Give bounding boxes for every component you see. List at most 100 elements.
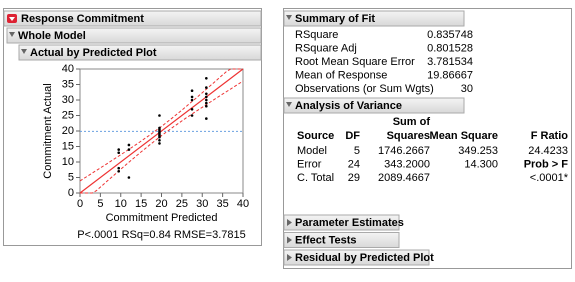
collapsed-title: Residual by Predicted Plot [295, 252, 434, 264]
fit-label: Observations (or Sum Wgts) [295, 83, 434, 95]
disclosure[interactable] [286, 102, 292, 107]
y-tick-label: 35 [62, 78, 74, 90]
fit-label: RSquare Adj [295, 42, 357, 54]
disclosure[interactable] [287, 236, 292, 244]
anova-cell: 24.4233 [528, 145, 568, 157]
fit-line [79, 68, 244, 194]
y-tick-label: 25 [62, 109, 74, 121]
point [190, 98, 194, 102]
point [205, 95, 208, 99]
subsection-bar [18, 44, 262, 61]
point [158, 126, 161, 130]
collapsed-bar[interactable] [283, 232, 400, 248]
anova-cell: 2089.4667 [378, 172, 430, 184]
point [127, 176, 131, 179]
anova-cell: 343.2000 [384, 158, 430, 170]
point [117, 151, 121, 154]
anova-header: Squares [387, 130, 430, 142]
collapsed-title: Effect Tests [295, 234, 357, 246]
point [127, 143, 131, 147]
disclosure[interactable] [287, 219, 292, 226]
fit-label: Mean of Response [295, 69, 387, 81]
collapsed-title: Parameter Estimates [295, 217, 404, 229]
y-tick-label: 40 [62, 63, 74, 75]
section-bar [6, 27, 262, 44]
y-tick-label: 20 [62, 125, 74, 137]
y-tick-label: 15 [62, 140, 74, 152]
point [205, 98, 208, 102]
anova-cell: 24 [348, 158, 360, 170]
anova-cell: Model [297, 145, 327, 157]
collapsed-bar[interactable] [283, 214, 400, 231]
point [158, 142, 161, 145]
report-title: Response Commitment [21, 13, 144, 25]
point [190, 114, 194, 117]
x-tick-label: 40 [237, 198, 249, 210]
y-tick-label: 10 [62, 156, 74, 168]
header-bar [3, 10, 262, 27]
section-title: Whole Model [18, 30, 86, 42]
header-bar [283, 10, 465, 27]
subsection-title: Actual by Predicted Plot [30, 47, 157, 59]
point [205, 92, 208, 96]
y-tick-label: 30 [62, 94, 74, 106]
collapsed-bar[interactable] [283, 249, 430, 266]
point [117, 148, 121, 151]
anova-cell: 29 [348, 172, 360, 184]
fit-value: 30 [461, 83, 473, 95]
point [190, 95, 194, 99]
anova-header: Sum of [393, 116, 431, 128]
fit-label: Root Mean Square Error [295, 56, 415, 68]
point [205, 104, 208, 108]
anova-cell: C. Total [297, 172, 334, 184]
summary-title: Summary of Fit [295, 13, 375, 25]
point [205, 101, 208, 105]
anova-header: Mean Square [430, 130, 498, 142]
menu-icon [9, 17, 15, 21]
anova-cell: Error [297, 158, 322, 170]
x-tick-label: 15 [135, 198, 147, 210]
anova-cell: <.0001* [530, 172, 569, 184]
confidence-curve [79, 68, 243, 182]
point [205, 77, 208, 80]
x-tick-label: 25 [176, 198, 188, 210]
point [190, 108, 194, 111]
point [117, 166, 121, 170]
x-tick-label: 10 [115, 198, 127, 210]
point [158, 139, 161, 142]
disclosure[interactable] [286, 15, 292, 20]
anova-cell: 5 [354, 145, 360, 157]
y-tick-label: 0 [68, 187, 74, 199]
anova-title: Analysis of Variance [295, 100, 402, 112]
plot: 0 5 10 15 20 25 30 35 40 0 5 10 15 20 25 30 35 40 Commitme… [42, 63, 249, 241]
point [190, 89, 194, 92]
point [127, 148, 131, 151]
x-tick-label: 20 [155, 198, 167, 210]
point [117, 170, 121, 173]
anova-header: DF [345, 130, 360, 142]
anova-cell: Prob > F [524, 158, 569, 170]
point [205, 117, 208, 120]
fit-value: 3.781534 [427, 56, 473, 68]
fit-value: 19.86667 [427, 69, 473, 81]
disclosure[interactable] [9, 32, 15, 37]
anova-header: Source [297, 130, 334, 142]
fit-label: RSquare [295, 29, 338, 41]
disclosure[interactable] [287, 254, 292, 261]
header-bar [283, 97, 465, 114]
right-content: RSquare 0.835748 RSquare Adj 0.801528 Root M… [283, 29, 569, 266]
fit-value: 0.835748 [427, 29, 473, 41]
disclosure[interactable] [21, 49, 27, 54]
anova-header: F Ratio [531, 130, 569, 142]
anova-cell: 14.300 [464, 158, 498, 170]
confidence-curve [80, 80, 244, 194]
plot-stats: P<.0001 RSq=0.84 RMSE=3.7815 [77, 229, 245, 241]
point [205, 86, 208, 89]
x-tick-label: 5 [97, 198, 103, 210]
x-tick-label: 0 [77, 198, 83, 210]
anova-cell: 349.253 [458, 145, 498, 157]
x-tick-label: 35 [217, 198, 229, 210]
fit-value: 0.801528 [427, 42, 473, 54]
